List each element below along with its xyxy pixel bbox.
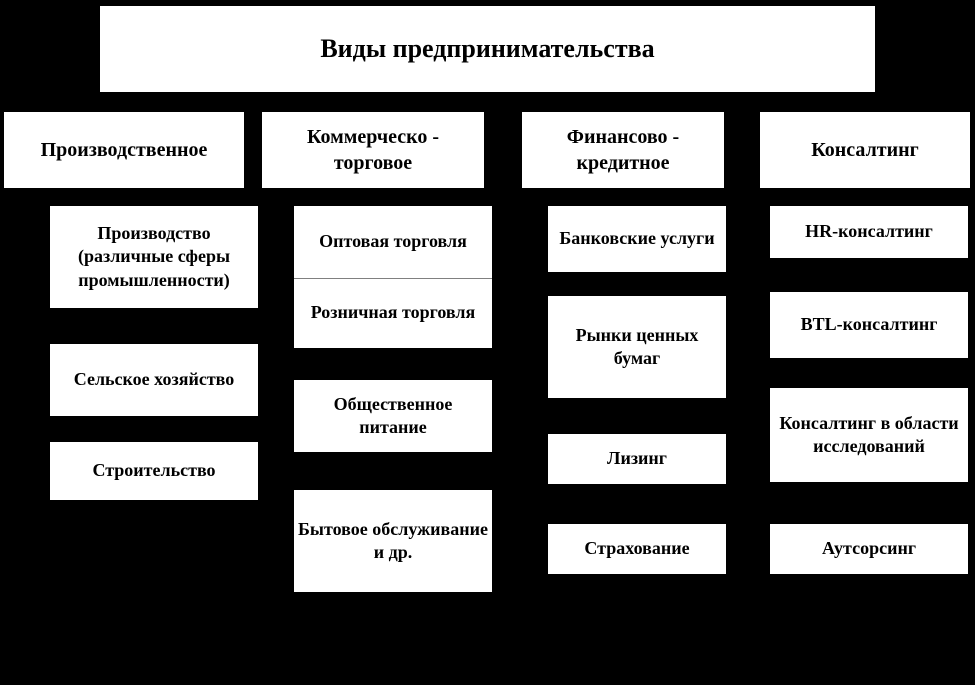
item-label: Аутсорсинг — [822, 537, 916, 560]
item-box-2-1: Рынки ценных бумаг — [548, 296, 726, 398]
item-label: BTL-консалтинг — [801, 313, 938, 336]
category-label: Финансово - кредитное — [526, 124, 720, 176]
category-box-0: Производственное — [4, 112, 244, 188]
item-box-1-1: Розничная торговля — [294, 278, 492, 348]
category-label: Консалтинг — [811, 137, 919, 163]
category-box-1: Коммерческо - торговое — [262, 112, 484, 188]
item-label: Банковские услуги — [559, 227, 714, 250]
item-box-3-3: Аутсорсинг — [770, 524, 968, 574]
item-label: Производство (различные сферы промышленн… — [54, 222, 254, 292]
category-box-2: Финансово - кредитное — [522, 112, 724, 188]
item-box-3-1: BTL-консалтинг — [770, 292, 968, 358]
item-label: Общественное питание — [298, 393, 488, 440]
item-box-0-0: Производство (различные сферы промышленн… — [50, 206, 258, 308]
item-label: Консалтинг в области исследований — [774, 412, 964, 459]
item-box-0-2: Строительство — [50, 442, 258, 500]
item-label: Строительство — [92, 459, 215, 482]
item-label: Рынки ценных бумаг — [552, 324, 722, 371]
item-label: Сельское хозяйство — [74, 368, 235, 391]
item-box-2-3: Страхование — [548, 524, 726, 574]
divider-line-1 — [294, 278, 492, 279]
title-label: Виды предпринимательства — [320, 32, 654, 66]
category-box-3: Консалтинг — [760, 112, 970, 188]
item-box-2-2: Лизинг — [548, 434, 726, 484]
category-label: Производственное — [41, 137, 208, 163]
item-box-0-1: Сельское хозяйство — [50, 344, 258, 416]
item-box-3-0: HR-консалтинг — [770, 206, 968, 258]
title-box: Виды предпринимательства — [100, 6, 875, 92]
item-label: Розничная торговля — [311, 301, 476, 324]
item-label: Страхование — [584, 537, 689, 560]
item-box-1-0: Оптовая торговля — [294, 206, 492, 278]
item-label: HR-консалтинг — [805, 220, 933, 243]
item-label: Лизинг — [607, 447, 667, 470]
item-box-3-2: Консалтинг в области исследований — [770, 388, 968, 482]
item-box-1-2: Общественное питание — [294, 380, 492, 452]
category-label: Коммерческо - торговое — [266, 124, 480, 176]
item-label: Бытовое обслуживание и др. — [298, 518, 488, 565]
item-box-2-0: Банковские услуги — [548, 206, 726, 272]
item-label: Оптовая торговля — [319, 230, 467, 253]
item-box-1-3: Бытовое обслуживание и др. — [294, 490, 492, 592]
